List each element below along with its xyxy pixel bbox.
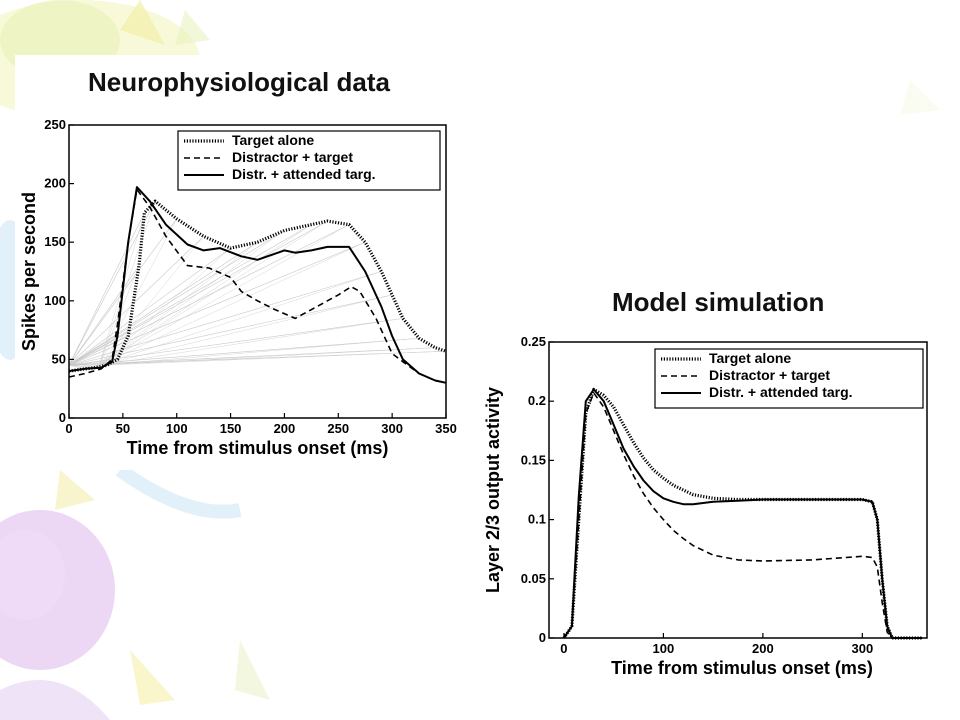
shading-line [68, 220, 328, 366]
shading-line [99, 271, 382, 366]
neurophysiology-chart: 0 50 100 150 200 250 0 50 100 150 200 250 300 350 Time… [19, 117, 457, 458]
shading-line [99, 220, 328, 366]
x-tick-label: 100 [653, 641, 675, 656]
legend-label-target-alone: Target alone [709, 350, 791, 366]
shading-line [99, 350, 447, 366]
y-tick-label: 0 [59, 410, 66, 425]
x-tick-label: 150 [220, 421, 242, 436]
model-simulation-panel: Model simulation 0 0.05 0.1 0.15 0.2 0.25 0 100… [485, 275, 950, 690]
shading-line [68, 271, 382, 366]
y-tick-label: 100 [44, 293, 66, 308]
legend-label-distractor-target: Distractor + target [232, 149, 353, 165]
shading-line [98, 247, 231, 366]
x-tick-label: 0 [560, 641, 567, 656]
x-tick-label: 50 [116, 421, 130, 436]
shading-line [99, 242, 258, 366]
plot-frame [68, 124, 447, 419]
shading-line [99, 318, 403, 366]
x-axis-label: Time from stimulus onset (ms) [127, 438, 389, 458]
shading-line [99, 224, 312, 366]
y-tick-label: 0.2 [528, 393, 546, 408]
x-tick-label: 250 [327, 421, 349, 436]
model-simulation-chart: 0 0.05 0.1 0.15 0.2 0.25 0 100 200 300 Time from s… [485, 334, 928, 678]
y-tick-label: 200 [44, 176, 66, 191]
shading-line [68, 224, 312, 366]
x-tick-label: 0 [65, 421, 72, 436]
shading-line [68, 294, 393, 366]
x-tick-label: 200 [274, 421, 296, 436]
x-tick-label: 300 [381, 421, 403, 436]
x-tick-label: 100 [166, 421, 188, 436]
legend-box [177, 130, 441, 191]
left-panel-title: Neurophysiological data [88, 67, 390, 97]
shading-line [98, 212, 145, 366]
series-line-target-alone [562, 387, 922, 640]
x-tick-label: 350 [435, 421, 457, 436]
shading-line [99, 347, 436, 366]
x-tick-label: 300 [851, 641, 873, 656]
y-tick-label: 50 [52, 351, 66, 366]
shading-line [68, 318, 403, 366]
shading-line [98, 201, 156, 366]
plot-frame [548, 341, 928, 639]
shading-line [99, 224, 350, 366]
shading-line [68, 230, 285, 366]
legend-label-distr-attended-targ: Distr. + attended targ. [709, 384, 853, 400]
y-tick-label: 0 [539, 630, 546, 645]
legend-label-target-alone: Target alone [232, 132, 314, 148]
shading-line [68, 347, 436, 366]
y-tick-label: 0.15 [521, 452, 546, 467]
shading-line [99, 241, 366, 366]
series-line-target-alone [68, 199, 447, 373]
shading-line [68, 212, 145, 366]
shading-line [68, 338, 420, 366]
series-line-distractor-target [563, 392, 922, 639]
x-axis-label: Time from stimulus onset (ms) [611, 658, 873, 678]
series-line-distr-attended-targ [563, 388, 922, 639]
response-shading [68, 201, 447, 372]
shading-line [99, 230, 285, 366]
legend-label-distr-attended-targ: Distr. + attended targ. [232, 166, 376, 182]
legend-label-distractor-target: Distractor + target [709, 367, 830, 383]
shading-line [98, 218, 177, 366]
y-axis-label: Spikes per second [19, 192, 39, 351]
y-tick-label: 150 [44, 234, 66, 249]
shading-line [68, 241, 258, 366]
x-tick-label: 200 [752, 641, 774, 656]
shading-line [68, 241, 366, 366]
shading-line [68, 247, 231, 366]
shading-line [68, 201, 156, 366]
series-line-distr-attended-targ [68, 186, 447, 384]
y-axis-label: Layer 2/3 output activity [485, 387, 503, 593]
y-tick-label: 0.05 [521, 571, 546, 586]
shading-line [99, 294, 393, 366]
shading-line [99, 338, 420, 366]
y-tick-label: 250 [44, 117, 66, 132]
legend-box [654, 348, 924, 409]
series-line-distractor-target [68, 188, 447, 384]
y-tick-label: 0.1 [528, 512, 546, 527]
right-panel-title: Model simulation [612, 287, 825, 317]
neurophysiology-panel: Neurophysiological data 0 50 100 150 200 250 0… [15, 55, 470, 470]
shading-line [68, 224, 350, 366]
y-tick-label: 0.25 [521, 334, 546, 349]
